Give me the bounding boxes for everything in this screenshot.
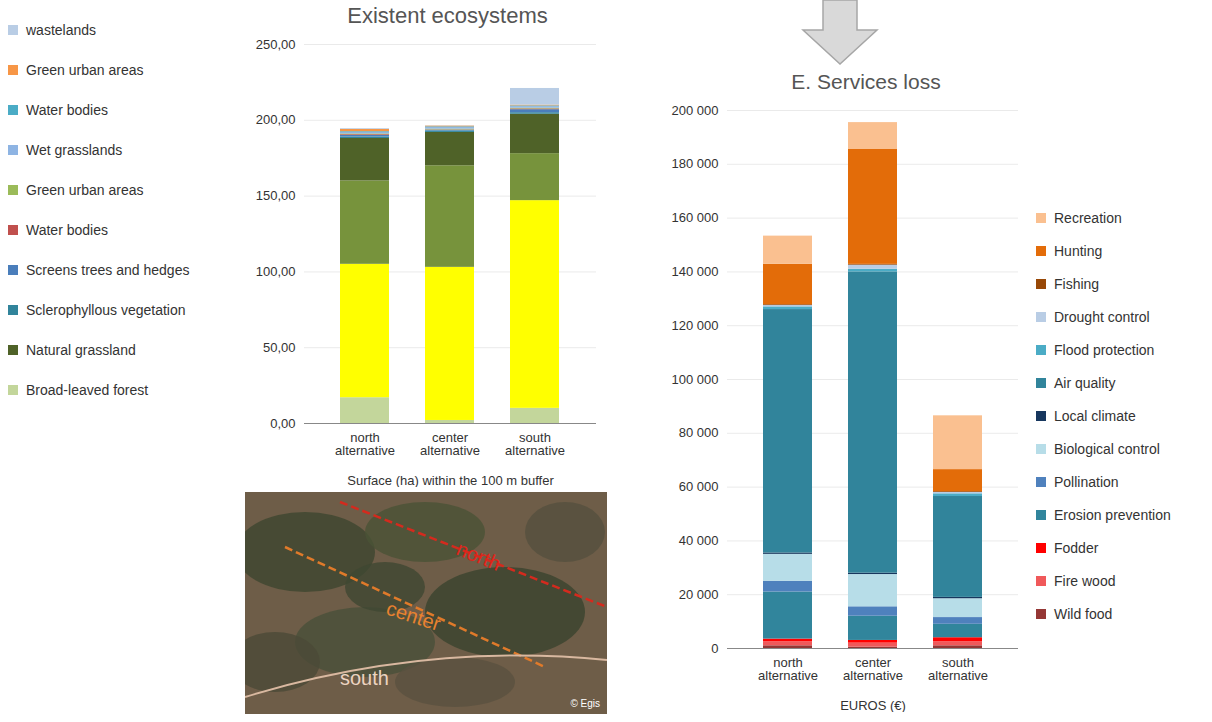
html-text:Green urban areas: Green urban areas xyxy=(26,182,144,198)
svg-text:200,00: 200,00 xyxy=(256,112,296,127)
html-text:Air quality: Air quality xyxy=(1054,375,1116,391)
html-text:wastelands: wastelands xyxy=(26,22,96,38)
svg-text:120 000: 120 000 xyxy=(672,318,719,333)
html-text:Fire wood: Fire wood xyxy=(1054,573,1116,589)
svg-text:140 000: 140 000 xyxy=(672,264,719,279)
svg-text:20 000: 20 000 xyxy=(679,587,719,602)
html-text:Recreation: Recreation xyxy=(1054,210,1122,226)
svg-text:50,00: 50,00 xyxy=(263,340,296,355)
svg-text:150,00: 150,00 xyxy=(256,188,296,203)
svg-text:100 000: 100 000 xyxy=(672,372,719,387)
html-text:Wet grasslands: Wet grasslands xyxy=(26,142,123,158)
svg-text:40 000: 40 000 xyxy=(679,533,719,548)
svg-text:200 000: 200 000 xyxy=(672,103,719,118)
svg-text:centeralternative: centeralternative xyxy=(420,430,480,458)
svg-text:60 000: 60 000 xyxy=(679,479,719,494)
html-text:Water bodies: Water bodies xyxy=(26,102,108,118)
html-text:Green urban areas: Green urban areas xyxy=(26,62,144,78)
html-text:E. Services loss: E. Services loss xyxy=(791,70,941,93)
svg-text:250,00: 250,00 xyxy=(256,37,296,52)
html-text:Drought control: Drought control xyxy=(1054,309,1150,325)
html-text:Natural grassland: Natural grassland xyxy=(26,342,136,358)
html-text:Biological control: Biological control xyxy=(1054,441,1160,457)
svg-text:north: north xyxy=(454,537,505,574)
html-text:Water bodies: Water bodies xyxy=(26,222,108,238)
html-text:Flood protection: Flood protection xyxy=(1054,342,1155,358)
svg-text:EUROS (€): EUROS (€) xyxy=(840,698,906,713)
html-text:Pollination: Pollination xyxy=(1054,474,1119,490)
svg-text:© Egis: © Egis xyxy=(570,698,600,709)
svg-text:southalternative: southalternative xyxy=(505,430,565,458)
svg-text:centeralternative: centeralternative xyxy=(843,655,903,683)
html-text:Local climate: Local climate xyxy=(1054,408,1136,424)
svg-text:south: south xyxy=(340,667,389,689)
html-text:Screens trees and hedges: Screens trees and hedges xyxy=(26,262,190,278)
html-text:Broad-leaved forest: Broad-leaved forest xyxy=(26,382,149,398)
svg-text:160 000: 160 000 xyxy=(672,210,719,225)
html-text:Fishing: Fishing xyxy=(1054,276,1100,292)
svg-text:0: 0 xyxy=(711,641,718,656)
html-text:Wild food: Wild food xyxy=(1054,606,1113,622)
html-text:Hunting: Hunting xyxy=(1054,243,1103,259)
html-text:Erosion prevention: Erosion prevention xyxy=(1054,507,1171,523)
svg-text:center: center xyxy=(384,597,444,635)
svg-text:southalternative: southalternative xyxy=(928,655,988,683)
html-text:Sclerophyllous vegetation: Sclerophyllous vegetation xyxy=(26,302,186,318)
svg-text:100,00: 100,00 xyxy=(256,264,296,279)
html-text:Existent ecosystems: Existent ecosystems xyxy=(347,3,548,28)
svg-text:northalternative: northalternative xyxy=(758,655,818,683)
svg-text:0,00: 0,00 xyxy=(270,416,295,431)
svg-text:80 000: 80 000 xyxy=(679,425,719,440)
svg-text:Surface (ha) within the 100 m: Surface (ha) within the 100 m buffer xyxy=(347,473,554,488)
svg-text:180 000: 180 000 xyxy=(672,156,719,171)
html-text:Fodder: Fodder xyxy=(1054,540,1099,556)
svg-text:northalternative: northalternative xyxy=(335,430,395,458)
